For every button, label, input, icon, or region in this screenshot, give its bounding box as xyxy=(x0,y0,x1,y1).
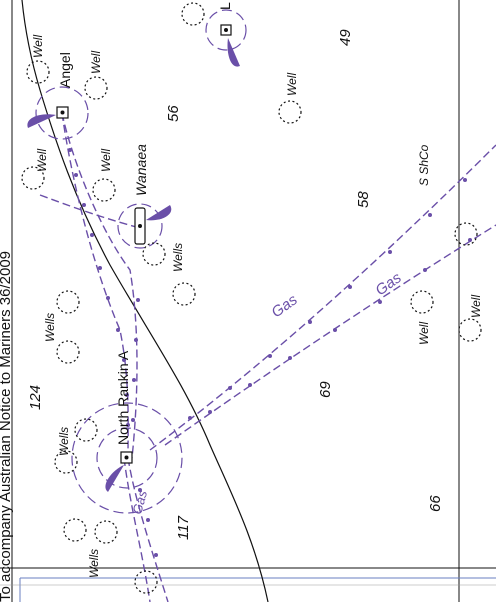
pipeline-north-rankin-south xyxy=(127,457,169,602)
well-label: Well xyxy=(89,51,103,74)
platform-north-rankin-label: North Rankin A xyxy=(115,350,131,445)
block-49: 49 xyxy=(337,29,354,46)
safety-zones xyxy=(35,9,247,514)
platform-markers xyxy=(56,24,232,464)
well-label: Well xyxy=(35,149,49,172)
gas-label-2: Gas xyxy=(372,269,405,299)
pipelines xyxy=(39,112,496,602)
pipeline-export-gas-1 xyxy=(149,144,496,451)
block-numbers: 124 56 58 69 117 66 49 xyxy=(27,29,444,540)
chart-title-fragment: To accompany Australian Notice to Marine… xyxy=(0,251,14,602)
pipeline-north-rankin-south-2 xyxy=(123,457,151,602)
flare-wanaea-icon xyxy=(146,205,172,221)
block-66: 66 xyxy=(427,495,444,512)
wells-label: Wells xyxy=(57,427,71,456)
well-circles xyxy=(21,2,482,594)
safety-zone-north-rankin-inner xyxy=(96,427,158,489)
platform-l-label: L xyxy=(217,2,233,10)
wells-label: Wells xyxy=(87,549,101,578)
well-label: Well xyxy=(31,35,45,58)
safety-zone-l xyxy=(205,9,247,51)
block-124: 124 xyxy=(27,385,44,410)
wells-label: Wells xyxy=(171,243,185,272)
safety-zone-north-rankin xyxy=(71,402,183,514)
flare-l-icon xyxy=(227,38,240,67)
well-label: Well xyxy=(417,322,431,345)
flare-north-rankin-icon xyxy=(105,465,124,492)
pipeline-angel-north-rankin-2 xyxy=(61,112,138,459)
gas-label-3: Gas xyxy=(129,488,150,515)
platform-labels: Angel Wanaea North Rankin A L xyxy=(57,2,233,445)
safety-zone-angel xyxy=(35,86,89,140)
well-label: Well xyxy=(285,73,299,96)
well-label: Well xyxy=(99,149,113,172)
safety-zone-wanaea xyxy=(117,203,163,249)
pipeline-export-gas-2 xyxy=(164,224,496,446)
block-117: 117 xyxy=(175,515,192,540)
pipeline-labels: Gas Gas Gas xyxy=(129,269,405,516)
well-labels: Well Well Well Well Well Wells Wells Wel… xyxy=(31,35,483,578)
platform-wanaea-label: Wanaea xyxy=(133,144,149,196)
flare-angel-icon xyxy=(27,114,56,128)
pipeline-angel-wanaea xyxy=(39,194,141,229)
well-label: Well xyxy=(469,295,483,318)
block-69: 69 xyxy=(317,381,334,398)
pipeline-nodes xyxy=(68,148,472,557)
block-56: 56 xyxy=(165,105,182,122)
operator-label: S ShCo xyxy=(417,144,431,186)
flare-plumes xyxy=(27,38,240,492)
wells-label: Wells xyxy=(43,313,57,342)
block-58: 58 xyxy=(355,191,372,208)
depth-contour-line xyxy=(21,0,269,602)
pipeline-angel-north-rankin xyxy=(61,112,129,459)
platform-angel-label: Angel xyxy=(57,52,73,88)
gas-label-1: Gas xyxy=(268,291,301,321)
